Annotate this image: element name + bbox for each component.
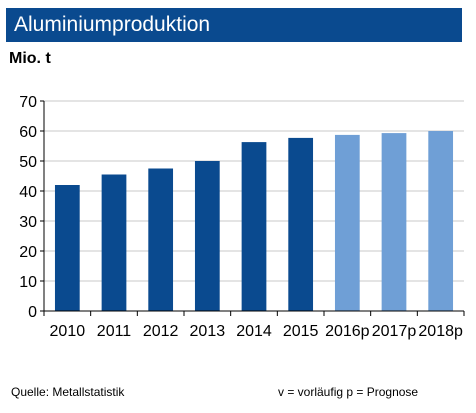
x-tick-label: 2017p [372,323,417,340]
bar-2014 [241,142,267,311]
x-tick-label: 2011 [97,323,132,340]
y-tick-label: 70 [19,94,37,111]
y-tick-label: 60 [19,124,37,141]
x-tick-label: 2016p [325,323,370,340]
y-tick-label: 10 [19,274,37,291]
x-tick-label: 2012 [143,323,179,340]
bar-2018p [428,131,454,311]
y-tick-label: 30 [19,214,37,231]
x-tick-label: 2013 [190,323,226,340]
bar-2016p [334,134,360,311]
y-tick-label: 20 [19,244,37,261]
x-tick-label: 2010 [50,323,86,340]
y-axis-unit-label: Mio. t [9,50,51,67]
bar-2012 [148,168,174,311]
x-tick-label: 2014 [236,323,272,340]
y-tick-label: 40 [19,184,37,201]
y-tick-labels: 0 10 20 30 40 50 60 70 [19,94,37,321]
bars [54,131,454,311]
x-tick-label: 2015 [283,323,319,340]
bar-2015 [288,137,314,311]
bar-2013 [194,161,220,311]
x-tick-label: 2018p [418,323,463,340]
axes [40,100,465,316]
bar-2017p [381,133,407,311]
y-tick-label: 50 [19,154,37,171]
bar-2011 [101,174,127,311]
bar-2010 [54,185,80,311]
y-tick-label: 0 [28,304,37,321]
source-note: Quelle: Metallstatistik [11,385,125,399]
chart-title: Aluminiumproduktion [6,8,462,42]
legend-note: v = vorläufig p = Prognose [278,385,419,399]
x-tick-labels: 2010 2011 2012 2013 2014 2015 2016p 2017p 2018p [50,323,463,340]
